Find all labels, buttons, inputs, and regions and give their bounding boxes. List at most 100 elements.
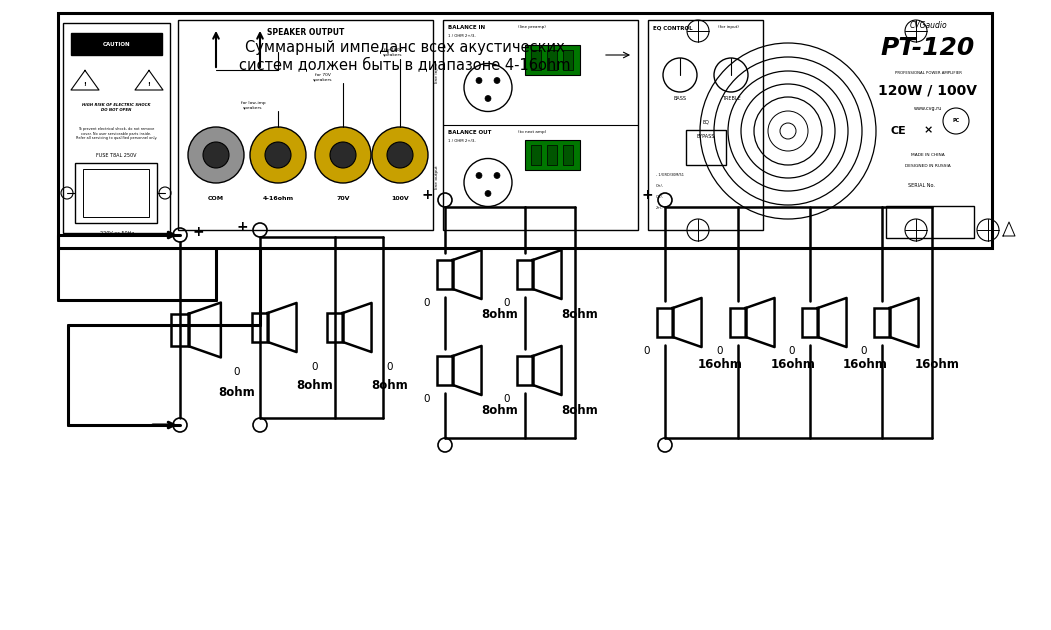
Circle shape [265, 142, 291, 168]
Text: CVGaudio: CVGaudio [909, 21, 947, 30]
Text: 8ohm: 8ohm [219, 386, 255, 399]
Circle shape [203, 142, 229, 168]
Bar [444, 20, 638, 230]
Text: (to next amp): (to next amp) [518, 130, 547, 134]
Text: 120W / 100V: 120W / 100V [879, 83, 977, 97]
Text: +: + [193, 225, 205, 239]
Text: 100V: 100V [391, 195, 409, 200]
Text: 0: 0 [233, 367, 241, 377]
Bar [75, 163, 157, 223]
Text: (line preamp): (line preamp) [518, 25, 545, 29]
Text: +: + [421, 188, 433, 202]
Text: +: + [641, 188, 653, 202]
Bar [327, 313, 343, 342]
Bar [547, 145, 557, 165]
Text: 0: 0 [788, 345, 796, 355]
Text: HIGH RISK OF ELECTRIC SHOCK
DO NOT OPEN: HIGH RISK OF ELECTRIC SHOCK DO NOT OPEN [82, 103, 150, 112]
Text: !: ! [147, 81, 150, 86]
Text: 1 / OHM 2+/3-: 1 / OHM 2+/3- [448, 139, 476, 143]
Text: 0: 0 [503, 394, 510, 403]
Text: 0: 0 [861, 345, 867, 355]
Text: !: ! [84, 81, 86, 86]
Text: BASS: BASS [674, 96, 686, 101]
Text: 8ohm: 8ohm [561, 404, 598, 417]
Bar [526, 45, 580, 75]
Text: 220V ac 50Hz: 220V ac 50Hz [100, 231, 133, 236]
Circle shape [387, 142, 413, 168]
Bar [547, 50, 557, 70]
Text: PT-120: PT-120 [881, 36, 975, 60]
Bar [517, 260, 533, 289]
Text: 0: 0 [387, 362, 393, 372]
Text: 0: 0 [424, 394, 430, 403]
Bar [252, 313, 268, 342]
Text: 16ohm: 16ohm [843, 358, 887, 371]
Bar [58, 13, 992, 248]
Text: COM: COM [208, 195, 224, 200]
Text: 8ohm: 8ohm [372, 379, 409, 392]
Bar [802, 308, 818, 337]
Bar [648, 20, 763, 230]
Bar [563, 145, 573, 165]
Text: 4-16ohm: 4-16ohm [263, 195, 293, 200]
Circle shape [494, 77, 500, 84]
Text: SPEAKER OUTPUT: SPEAKER OUTPUT [267, 28, 344, 37]
Circle shape [485, 190, 491, 197]
Circle shape [330, 142, 356, 168]
Text: PC: PC [952, 118, 960, 123]
Text: FUSE T8AL 250V: FUSE T8AL 250V [97, 153, 137, 158]
Circle shape [485, 96, 491, 101]
Text: www.cvg.ru: www.cvg.ru [913, 106, 942, 111]
Text: for 100V
speakers: for 100V speakers [384, 49, 403, 57]
Circle shape [315, 127, 371, 183]
Text: +: + [236, 220, 248, 234]
Text: line input: line input [435, 62, 439, 83]
Text: BALANCE IN: BALANCE IN [448, 25, 486, 30]
Text: for 70V
speakers: for 70V speakers [313, 74, 333, 82]
Text: Суммарный импеданс всех акустических
систем должен быть в диапазоне 4-16ohm: Суммарный импеданс всех акустических сис… [240, 40, 571, 72]
Text: BYPASS: BYPASS [697, 134, 715, 139]
Text: DESIGNED IN RUSSIA: DESIGNED IN RUSSIA [905, 164, 951, 168]
Text: MADE IN CHINA: MADE IN CHINA [911, 153, 945, 157]
Text: 16ohm: 16ohm [698, 358, 742, 371]
Bar [686, 130, 726, 165]
Bar [83, 169, 149, 217]
Circle shape [494, 173, 500, 178]
Text: 0: 0 [503, 297, 510, 307]
Text: PROFESSIONAL POWER AMPLIFIER: PROFESSIONAL POWER AMPLIFIER [894, 71, 962, 75]
Text: 2+/-: 2+/- [656, 206, 663, 210]
Bar [437, 260, 453, 289]
Text: 70V: 70V [336, 195, 350, 200]
Text: 16ohm: 16ohm [770, 358, 816, 371]
Text: 0: 0 [424, 297, 430, 307]
Text: SERIAL No.: SERIAL No. [908, 183, 935, 188]
Text: 8ohm: 8ohm [561, 308, 598, 321]
Bar [886, 206, 974, 238]
Text: 0: 0 [717, 345, 723, 355]
Text: O+/-: O+/- [656, 195, 664, 199]
Bar [517, 356, 533, 385]
Text: EQ CONTROL: EQ CONTROL [653, 25, 693, 30]
Circle shape [476, 173, 482, 178]
Text: 0: 0 [644, 345, 651, 355]
Bar [178, 20, 433, 230]
Text: ⨯: ⨯ [924, 125, 932, 135]
Bar [657, 308, 673, 337]
Text: 16ohm: 16ohm [914, 358, 960, 371]
Text: TREBLE: TREBLE [722, 96, 740, 101]
Text: (for input): (for input) [718, 25, 739, 29]
Text: line output: line output [435, 166, 439, 190]
Bar [171, 314, 188, 346]
Text: 8ohm: 8ohm [481, 308, 518, 321]
Text: 0: 0 [312, 362, 318, 372]
Text: CAUTION: CAUTION [103, 42, 130, 47]
Circle shape [188, 127, 244, 183]
Bar [730, 308, 745, 337]
Text: O+/-: O+/- [656, 184, 664, 188]
Circle shape [372, 127, 428, 183]
Bar [531, 50, 541, 70]
Bar [531, 145, 541, 165]
Circle shape [250, 127, 306, 183]
Bar [63, 23, 170, 233]
Text: To prevent electrical shock, do not remove
cover. No user serviceable parts insi: To prevent electrical shock, do not remo… [76, 127, 158, 140]
